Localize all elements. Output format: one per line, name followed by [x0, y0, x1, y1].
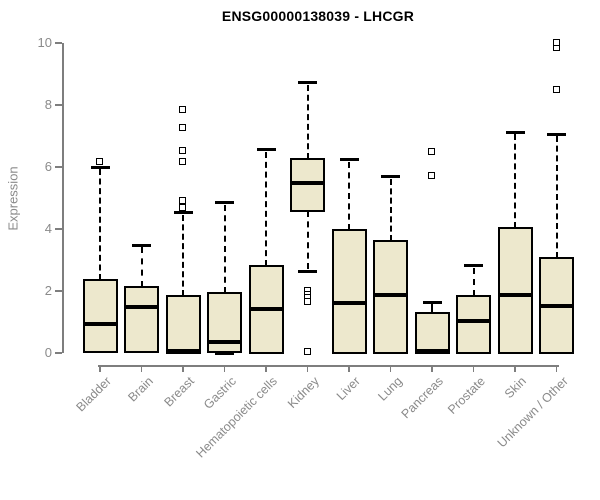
y-tick [55, 166, 62, 168]
upper-whisker [265, 151, 267, 266]
x-tick [306, 365, 309, 372]
x-tick [348, 365, 350, 372]
median-line [124, 305, 159, 310]
median-line [331, 301, 367, 306]
box [497, 227, 533, 354]
outlier-point [303, 298, 311, 306]
box [290, 157, 325, 212]
lower-whisker [306, 210, 309, 270]
outlier-point [179, 196, 186, 204]
outlier-point [179, 146, 186, 154]
outlier-point [428, 171, 435, 179]
median-line [207, 339, 242, 344]
upper-whisker-cap [90, 165, 110, 169]
median-line [290, 180, 325, 185]
y-tick-label: 4 [44, 221, 52, 236]
x-tick [182, 365, 184, 372]
upper-whisker [223, 204, 226, 294]
box [165, 294, 201, 354]
upper-whisker-cap [547, 132, 566, 136]
upper-whisker [389, 178, 392, 242]
median-line [82, 322, 118, 327]
chart-title: ENSG00000138039 - LHCGR [221, 8, 415, 24]
x-tick [140, 365, 143, 372]
upper-whisker [472, 267, 475, 297]
x-axis [98, 365, 559, 367]
upper-whisker [99, 169, 101, 281]
upper-whisker-cap [505, 130, 525, 134]
x-tick [555, 365, 558, 372]
y-tick-label: 2 [44, 283, 52, 298]
box [331, 228, 367, 354]
median-line [456, 319, 491, 324]
outlier-point [552, 39, 560, 46]
upper-whisker-cap [173, 211, 193, 215]
upper-whisker-cap [256, 148, 276, 152]
y-axis [62, 43, 64, 353]
upper-whisker-cap [298, 81, 317, 85]
upper-whisker-cap [215, 201, 234, 205]
y-tick [55, 352, 62, 354]
upper-whisker [431, 304, 433, 313]
outlier-point [552, 86, 560, 94]
outlier-point [303, 348, 311, 356]
x-tick [431, 365, 433, 372]
x-tick [472, 365, 475, 372]
outlier-point [179, 123, 186, 131]
y-tick-label: 10 [37, 35, 52, 50]
box [414, 312, 450, 354]
upper-whisker [555, 136, 558, 258]
outlier-point [179, 158, 186, 166]
upper-whisker [306, 84, 309, 159]
x-tick [389, 365, 392, 372]
median-line [165, 349, 201, 354]
y-tick [55, 228, 62, 230]
lower-whisker-cap [298, 269, 317, 273]
upper-whisker [140, 247, 143, 287]
outlier-point [179, 105, 186, 113]
median-line [539, 303, 574, 308]
median-line [414, 349, 450, 354]
y-tick-label: 6 [44, 159, 52, 174]
y-tick-label: 0 [44, 345, 52, 360]
x-tick [223, 365, 226, 372]
lower-whisker-cap [215, 351, 234, 355]
box [456, 295, 491, 354]
median-line [373, 293, 408, 298]
upper-whisker [514, 134, 516, 229]
x-tick [265, 365, 267, 372]
upper-whisker-cap [381, 175, 400, 179]
upper-whisker-cap [132, 243, 151, 247]
outlier-point [179, 203, 186, 211]
y-tick-label: 8 [44, 97, 52, 112]
outlier-point [428, 148, 435, 156]
median-line [248, 307, 284, 312]
median-line [497, 292, 533, 297]
upper-whisker-cap [464, 264, 483, 268]
upper-whisker [348, 161, 350, 230]
upper-whisker-cap [422, 300, 442, 304]
x-tick [514, 365, 516, 372]
y-tick [55, 290, 62, 292]
box [82, 279, 118, 354]
y-axis-label: Expression [5, 166, 21, 231]
outlier-point [96, 158, 103, 166]
box [124, 285, 159, 354]
x-tick [99, 365, 101, 372]
y-tick [55, 42, 62, 44]
upper-whisker [182, 214, 184, 296]
upper-whisker-cap [339, 158, 359, 162]
y-tick [55, 104, 62, 106]
